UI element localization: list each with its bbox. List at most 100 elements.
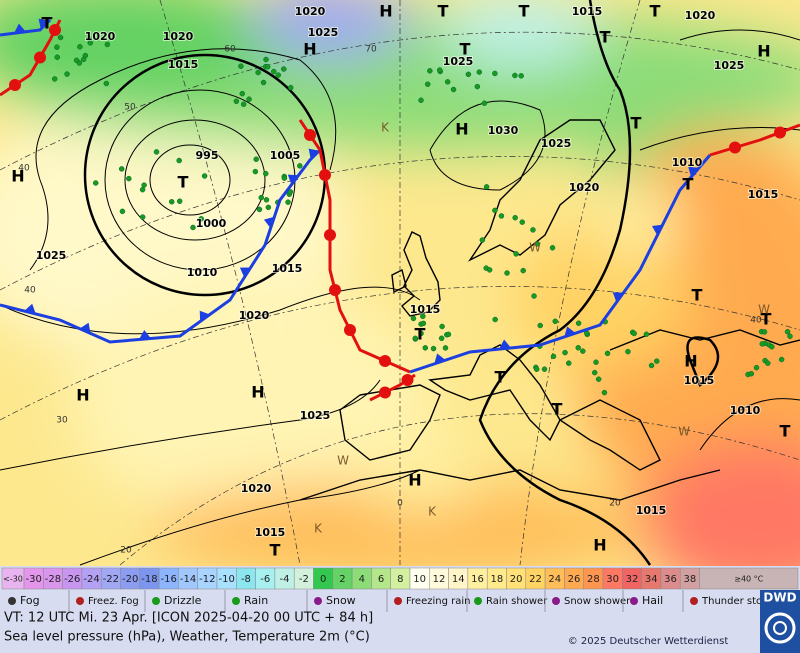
rain-dot [246,96,252,102]
pressure-center: T [780,422,791,441]
legend-label: Snow [326,594,356,607]
cold-front-mark [434,353,446,364]
logo-mark [764,612,796,644]
rain-dot [591,369,598,376]
cold-front-mark [139,330,151,340]
legend-icon [630,597,638,605]
legend-icon [314,597,322,605]
cold-front-mark [612,292,624,303]
cold-front-mark [79,322,91,334]
scale-label: 6 [378,574,384,585]
temperature-scale: <-30 -30 -28 -26 -24 -22 -20 -18 -16 -14 -12 -10 -8-… [1,567,799,590]
legend-label: Rain [244,594,268,607]
rain-dot [297,163,303,169]
rain-dot [549,245,556,251]
rain-dot [255,69,261,76]
scale-label: -4 [280,574,290,585]
scale-cell [699,567,799,590]
scale-high-label: ≥40 °C [734,575,763,584]
pressure-center: H [303,40,316,59]
scale-label: -6 [260,574,270,585]
scale-label: 36 [664,574,677,585]
front-line [0,148,322,344]
rain-dot [126,175,132,182]
pressure-center: W [758,303,770,317]
rain-dot [233,98,240,105]
rain-dot [119,208,126,215]
rain-dot [51,76,58,82]
warm-front-mark [379,386,391,399]
legend-label: Drizzle [164,594,202,607]
latitude-label: 60 [224,45,236,55]
isobar-label: 1020 [163,30,194,43]
pressure-center: T [42,14,53,33]
map-labels: 1020 1020 1020 1015 1025 1015 1020 1025 1025 1030… [11,2,790,560]
rain-dot [73,57,80,64]
rain-dot [512,214,518,221]
isobar-label: 1020 [295,5,326,18]
pressure-center: K [381,121,390,135]
isobar-label: 1025 [308,26,339,39]
rain-dot [625,348,631,355]
rain-dot [430,345,437,352]
legend-icon [152,597,160,605]
isobar-label: 1015 [255,526,286,539]
warm-front-mark [729,141,741,154]
rain-dot [654,358,660,364]
scale-label: 34 [645,574,658,585]
rain-dot [604,350,611,357]
scale-label: -24 [83,574,99,585]
pressure-center: H [455,120,468,139]
scale-label: 32 [626,574,639,585]
rain-dot [87,40,94,46]
rain-dot [575,344,581,351]
legend-label: Snow shower [564,596,631,607]
rain-dot [258,194,265,201]
cold-front-mark [263,216,275,229]
rain-dot [153,149,160,155]
rain-dot [444,79,451,85]
rain-dot [77,44,83,50]
rain-dot [562,349,568,356]
scale-label: 14 [452,574,465,585]
cold-front-mark [308,148,320,160]
rain-dot [643,331,650,338]
rain-dot [565,360,572,366]
isobar-label: 1015 [748,188,779,201]
isobar-label: 1015 [410,303,441,316]
legend-label: Freez. Fog [88,596,139,607]
isobar-label: 1020 [241,482,272,495]
rain-dot [486,267,493,273]
scale-label: 22 [529,574,542,585]
pressure-center: T [552,400,563,419]
pressure-center: T [495,368,506,387]
warm-front-mark [324,229,336,241]
pressure-center: T [650,2,661,21]
pressure-center: T [519,2,530,21]
rain-dot [176,198,183,204]
scale-label: -28 [45,574,61,585]
scale-label: -22 [103,574,119,585]
rain-dot [778,356,785,363]
pressure-center: T [761,310,772,329]
rain-dot [263,56,269,63]
isobar-label: 1015 [636,504,667,517]
rain-dot [80,56,87,63]
rain-dot [412,335,419,342]
pressure-center: K [428,505,437,519]
rain-dot [530,227,536,233]
isobar-label: 1015 [572,5,603,18]
cold-front-mark [564,326,576,337]
rain-dot [787,333,793,340]
front-line [298,119,411,374]
front-line [0,18,52,37]
scale-label: -30 [25,574,41,585]
rain-dot [520,267,526,274]
pressure-center: W [337,454,349,468]
legend-icon [394,597,402,605]
legend-icon [690,597,698,605]
pressure-center: T [600,28,611,47]
isobar-label: 1020 [685,9,716,22]
pressure-center: T [438,2,449,21]
scale-label: -16 [161,574,177,585]
